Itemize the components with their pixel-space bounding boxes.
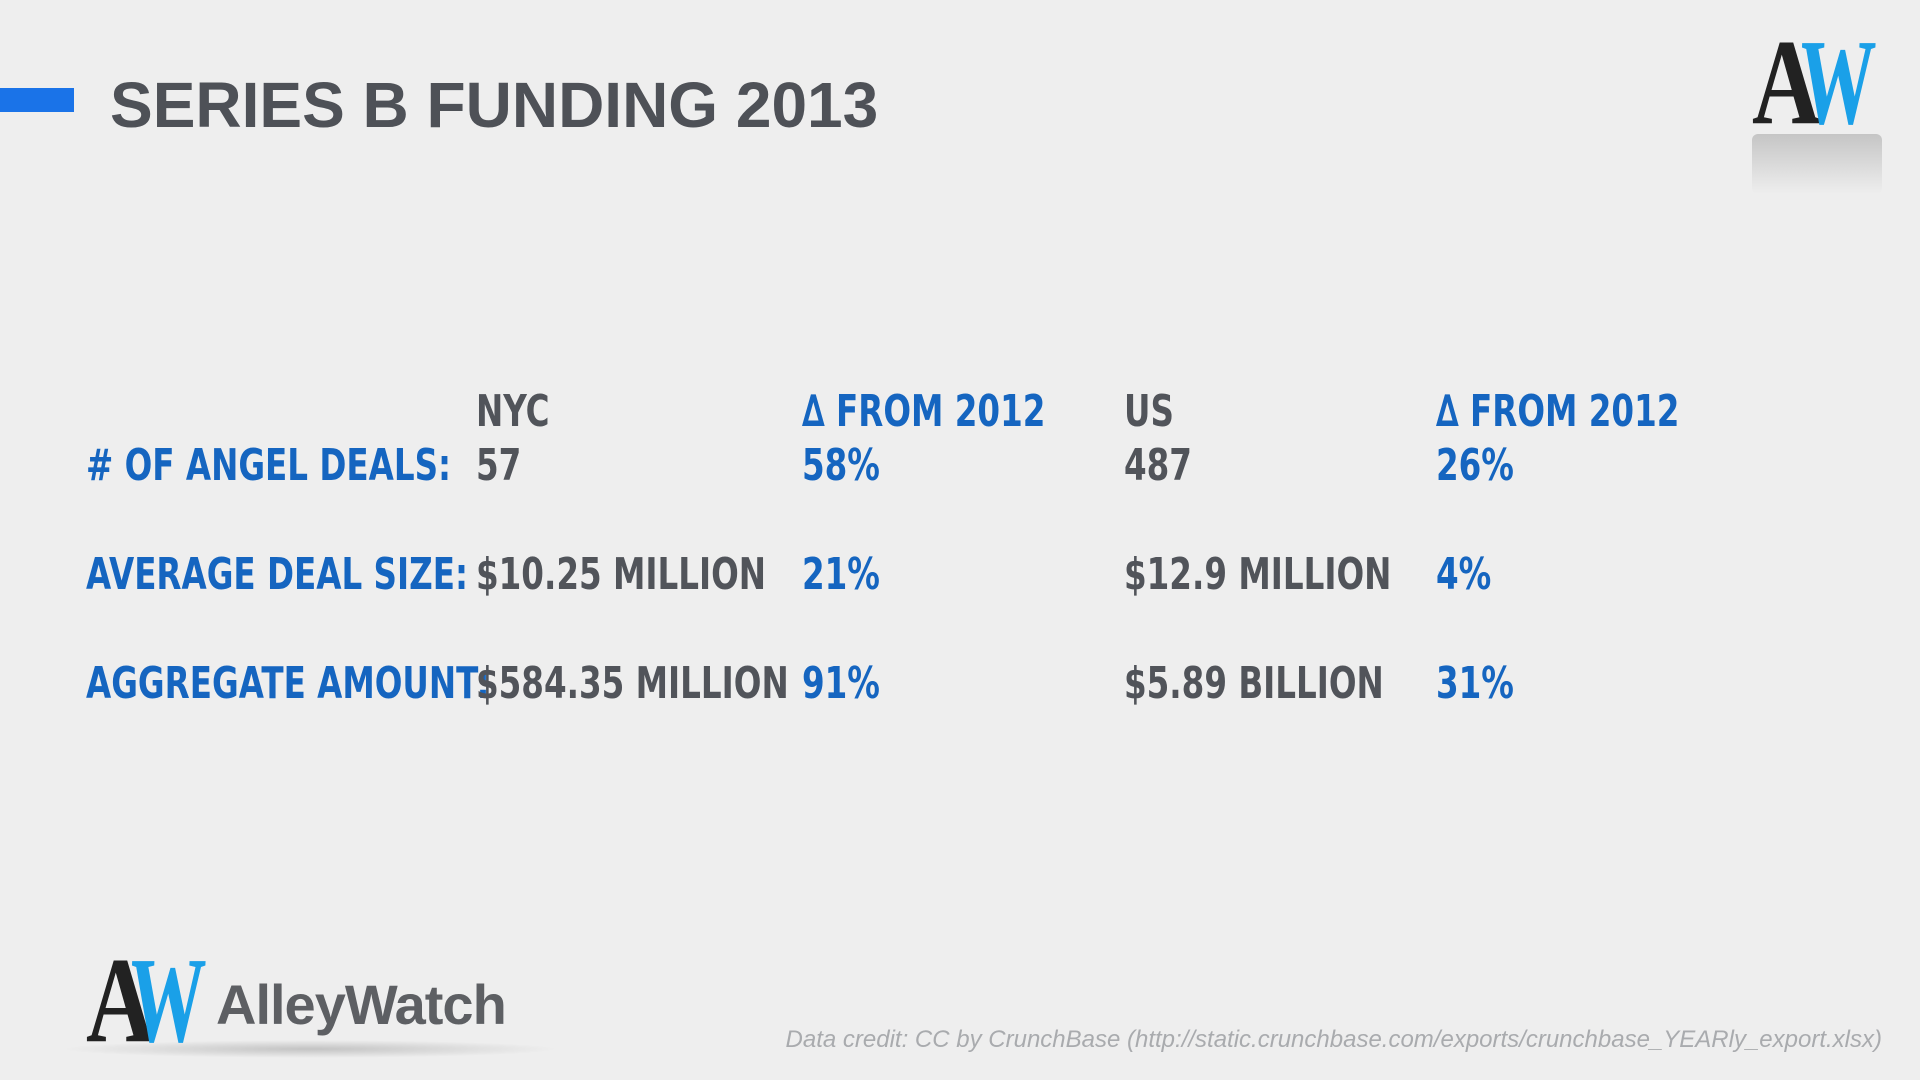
nyc-aggregate-amount-delta: 91% <box>802 658 880 709</box>
row-label-average-deal-size: AVERAGE DEAL SIZE: <box>86 549 469 600</box>
nyc-angel-deals: 57 <box>476 440 522 491</box>
nyc-average-deal-size-delta: 21% <box>802 549 880 600</box>
logo-letter-w: W <box>1796 15 1878 150</box>
nyc-average-deal-size: $10.25 MILLION <box>476 549 767 600</box>
nyc-aggregate-amount: $584.35 MILLION <box>476 658 789 709</box>
us-angel-deals-delta: 26% <box>1436 440 1514 491</box>
row-label-angel-deals: # OF ANGEL DEALS: <box>86 440 452 491</box>
column-header-us: US <box>1124 386 1174 437</box>
row-label-aggregate-amount: AGGREGATE AMOUNT: <box>86 658 490 709</box>
alleywatch-logo-bottom: A W <box>86 933 216 1068</box>
us-angel-deals: 487 <box>1124 440 1192 491</box>
logo-letter-w: W <box>126 933 208 1068</box>
brand-name: AlleyWatch <box>216 973 507 1036</box>
slide-title: SERIES B FUNDING 2013 <box>110 69 879 141</box>
us-aggregate-amount: $5.89 BILLION <box>1124 658 1384 709</box>
column-header-nyc: NYC <box>476 386 550 437</box>
title-accent-bar <box>0 88 74 112</box>
brand-shadow <box>60 1040 560 1058</box>
logo-letter-a: A <box>1752 15 1821 150</box>
logo-reflection <box>1752 134 1882 194</box>
column-header-nyc-delta: ∆ FROM 2012 <box>802 386 1046 437</box>
alleywatch-logo-top: A W <box>1752 15 1882 194</box>
us-average-deal-size-delta: 4% <box>1436 549 1492 600</box>
data-credit: Data credit: CC by CrunchBase (http://st… <box>785 1026 1882 1053</box>
us-aggregate-amount-delta: 31% <box>1436 658 1514 709</box>
column-header-us-delta: ∆ FROM 2012 <box>1436 386 1680 437</box>
us-average-deal-size: $12.9 MILLION <box>1124 549 1392 600</box>
logo-letter-a: A <box>86 933 155 1068</box>
nyc-angel-deals-delta: 58% <box>802 440 880 491</box>
